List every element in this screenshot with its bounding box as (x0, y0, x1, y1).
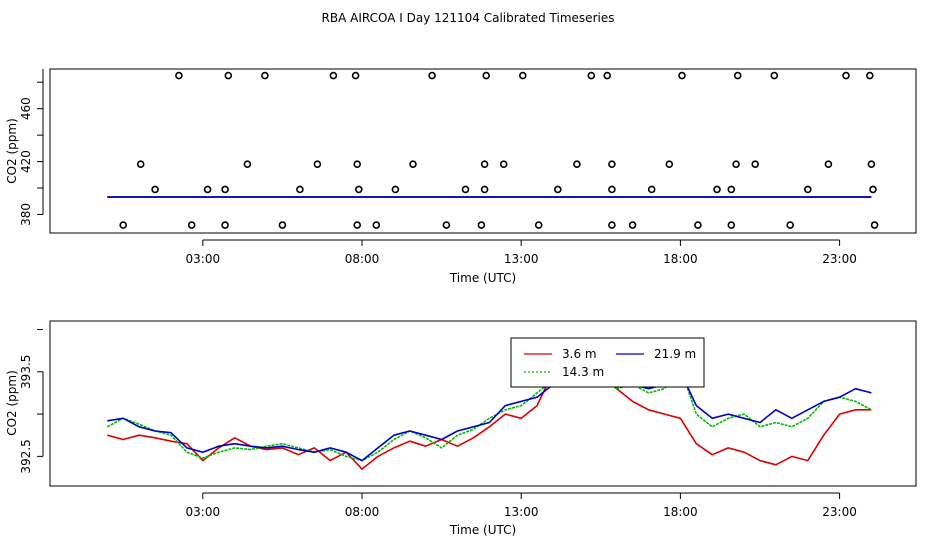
scatter-point (870, 221, 879, 229)
top-x-tick-label: 08:00 (345, 252, 380, 266)
scatter-point (842, 71, 850, 80)
top-y-tick-label: 420 (19, 150, 33, 173)
top-panel: 03:00 08:00 13:00 18:00 23:00 380 420 460 Time… (5, 68, 917, 285)
scatter-point (261, 71, 269, 80)
scatter-point (732, 160, 740, 168)
scatter-point (628, 221, 637, 229)
scatter-point (608, 221, 616, 229)
bottom-y-tick-label: 393.5 (19, 355, 33, 389)
scatter-point (119, 221, 127, 229)
bottom-series-21-9-m-line (107, 370, 872, 462)
scatter-point (865, 71, 874, 80)
scatter-point (727, 185, 736, 194)
scatter-point (534, 221, 543, 229)
scatter-point (353, 160, 362, 168)
scatter-point (409, 160, 417, 168)
scatter-point (482, 71, 491, 80)
bottom-series-lines (106, 362, 872, 470)
scatter-point (221, 185, 229, 194)
scatter-point (665, 160, 674, 168)
top-y-tick-label: 380 (19, 203, 33, 226)
bottom-x-tick-label: 08:00 (345, 505, 380, 519)
scatter-point (224, 71, 233, 80)
scatter-point (733, 71, 742, 80)
bottom-y-axis-label: CO2 (ppm) (5, 370, 19, 436)
bottom-series-3-6-m-line (107, 362, 872, 470)
bottom-x-axis: 03:00 08:00 13:00 18:00 23:00 (186, 492, 857, 519)
top-y-tick-label: 460 (19, 97, 33, 120)
top-x-tick-label: 23:00 (822, 252, 857, 266)
top-x-tick-label: 03:00 (186, 252, 221, 266)
scatter-point (824, 160, 833, 168)
bottom-x-tick-label: 18:00 (663, 505, 698, 519)
scatter-point (499, 160, 508, 168)
scatter-point (603, 71, 612, 80)
scatter-point (786, 221, 795, 229)
scatter-point (136, 160, 145, 168)
bottom-panel: 03:00 08:00 13:00 18:00 23:00 392.5 393.5 Tim… (5, 320, 917, 537)
scatter-point (354, 185, 363, 194)
legend-label-3-6m: 3.6 m (562, 347, 597, 361)
bottom-plot-frame (49, 320, 917, 487)
scatter-point (243, 160, 252, 168)
scatter-point (351, 71, 360, 80)
legend-label-21-9m: 21.9 m (654, 347, 696, 361)
legend: 3.6 m 21.9 m 14.3 m (510, 337, 705, 388)
scatter-point (278, 221, 287, 229)
top-plot-frame (49, 68, 917, 234)
scatter-point (480, 160, 489, 168)
top-x-tick-label: 13:00 (504, 252, 539, 266)
scatter-point (678, 71, 686, 80)
scatter-point (480, 185, 489, 194)
scatter-point (770, 71, 779, 80)
top-x-tick-label: 18:00 (663, 252, 698, 266)
scatter-point (461, 185, 470, 194)
scatter-point (442, 221, 451, 229)
bottom-y-axis: 392.5 393.5 (19, 328, 44, 474)
scatter-point (694, 221, 702, 229)
scatter-point (353, 221, 362, 229)
legend-box (510, 337, 705, 388)
bottom-x-axis-label: Time (UTC) (449, 523, 516, 537)
scatter-point (187, 221, 196, 229)
scatter-point (221, 221, 229, 229)
scatter-point (869, 185, 877, 194)
scatter-point (428, 71, 436, 80)
figure-title: RBA AIRCOA I Day 121104 Calibrated Times… (322, 11, 615, 25)
scatter-point (313, 160, 322, 168)
top-y-axis: 380 420 460 (19, 69, 44, 226)
scatter-point (751, 160, 760, 168)
scatter-point (329, 71, 338, 80)
bottom-x-tick-label: 23:00 (822, 505, 857, 519)
scatter-point (727, 221, 736, 229)
scatter-point (553, 185, 562, 194)
top-x-axis-label: Time (UTC) (449, 271, 516, 285)
scatter-point (175, 71, 183, 80)
scatter-point (372, 221, 381, 229)
scatter-point (518, 71, 527, 80)
bottom-x-tick-label: 13:00 (504, 505, 539, 519)
top-scatter-points (119, 71, 879, 229)
bottom-y-tick-label: 392.5 (19, 439, 33, 473)
scatter-point (647, 185, 656, 194)
scatter-point (608, 185, 616, 194)
scatter-point (477, 221, 486, 229)
top-y-axis-label: CO2 (ppm) (5, 118, 19, 184)
scatter-point (573, 160, 581, 168)
scatter-point (391, 185, 400, 194)
scatter-point (587, 71, 596, 80)
scatter-point (803, 185, 812, 194)
scatter-point (203, 185, 212, 194)
top-x-axis: 03:00 08:00 13:00 18:00 23:00 (186, 239, 857, 266)
bottom-series-14-3-m-line (106, 366, 872, 462)
scatter-point (296, 185, 304, 194)
scatter-point (151, 185, 159, 194)
bottom-x-tick-label: 03:00 (186, 505, 221, 519)
scatter-point (608, 160, 616, 168)
scatter-point (713, 185, 721, 194)
legend-label-14-3m: 14.3 m (562, 365, 604, 379)
scatter-point (867, 160, 876, 168)
